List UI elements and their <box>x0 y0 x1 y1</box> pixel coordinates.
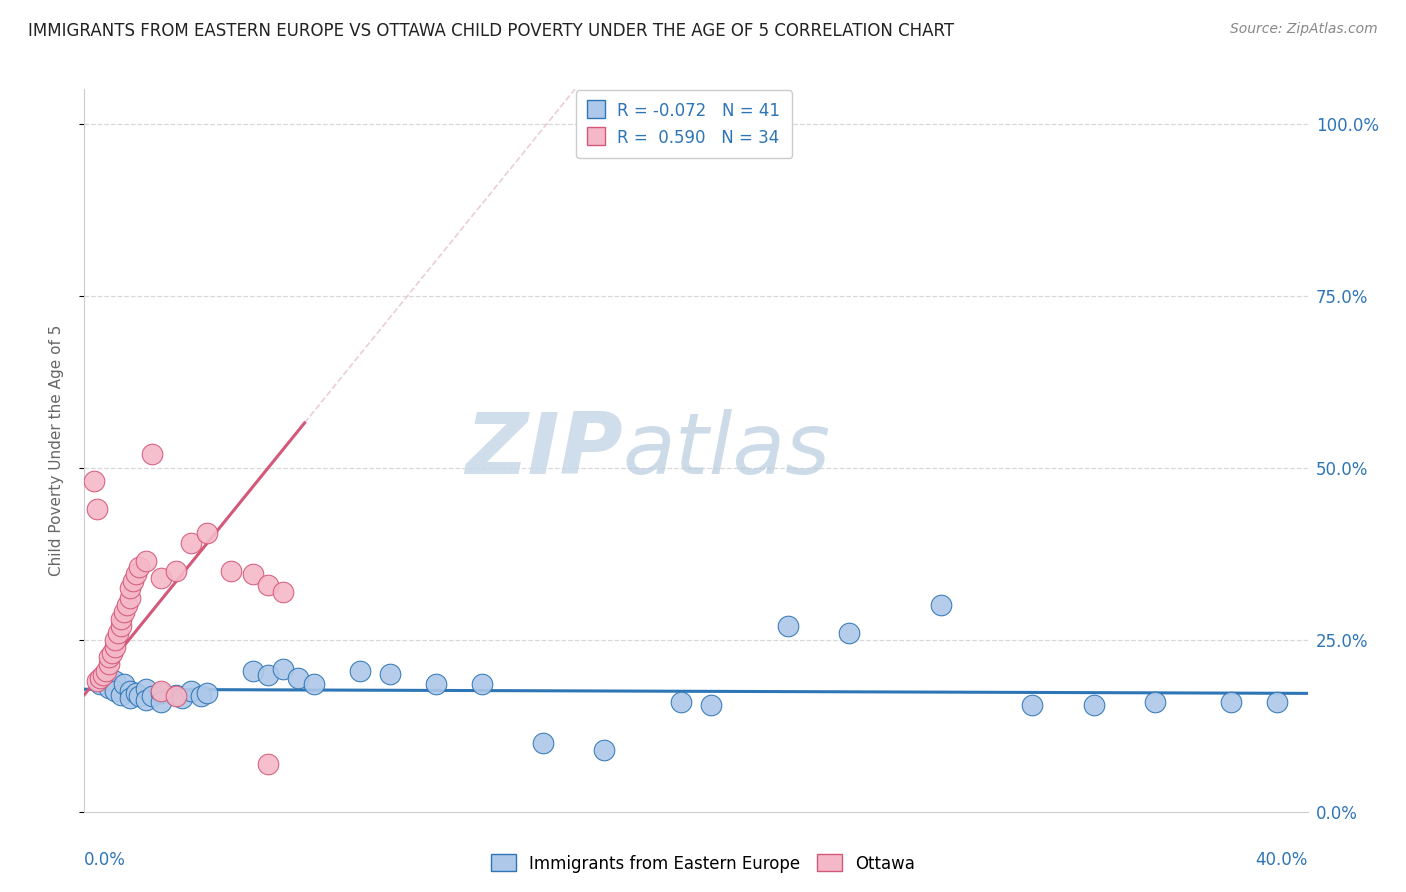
Point <box>838 625 860 640</box>
Point <box>104 673 127 688</box>
Point <box>425 677 447 691</box>
Point <box>97 657 120 671</box>
Point <box>120 581 142 595</box>
Point <box>112 605 135 619</box>
Point <box>165 688 187 702</box>
Point <box>149 571 172 585</box>
Point <box>141 689 163 703</box>
Point <box>287 671 309 685</box>
Point <box>135 682 157 697</box>
Point <box>180 684 202 698</box>
Point <box>125 567 148 582</box>
Point <box>104 684 127 698</box>
Point <box>1021 698 1043 712</box>
Point <box>302 677 325 691</box>
Point <box>135 693 157 707</box>
Text: IMMIGRANTS FROM EASTERN EUROPE VS OTTAWA CHILD POVERTY UNDER THE AGE OF 5 CORREL: IMMIGRANTS FROM EASTERN EUROPE VS OTTAWA… <box>28 22 955 40</box>
Point <box>1220 695 1243 709</box>
Point <box>380 667 402 681</box>
Point <box>471 677 494 691</box>
Point <box>271 662 294 676</box>
Point <box>195 526 218 541</box>
Point <box>776 619 799 633</box>
Point <box>271 584 294 599</box>
Point <box>172 691 194 706</box>
Point <box>242 664 264 678</box>
Point <box>115 599 138 613</box>
Point <box>120 691 142 706</box>
Y-axis label: Child Poverty Under the Age of 5: Child Poverty Under the Age of 5 <box>49 325 63 576</box>
Point <box>89 677 111 691</box>
Point <box>86 673 108 688</box>
Point <box>165 689 187 703</box>
Point <box>128 689 150 703</box>
Point <box>110 612 132 626</box>
Point <box>257 756 280 771</box>
Point <box>101 647 124 661</box>
Point <box>125 686 148 700</box>
Point <box>122 574 145 589</box>
Point <box>149 684 172 698</box>
Point <box>149 686 172 700</box>
Text: ZIP: ZIP <box>465 409 623 492</box>
Point <box>120 591 142 606</box>
Point <box>1083 698 1105 712</box>
Text: 40.0%: 40.0% <box>1256 852 1308 870</box>
Point <box>104 632 127 647</box>
Point <box>531 736 554 750</box>
Point <box>242 567 264 582</box>
Point <box>1143 695 1166 709</box>
Point <box>149 695 172 709</box>
Text: Source: ZipAtlas.com: Source: ZipAtlas.com <box>1230 22 1378 37</box>
Point <box>83 475 105 489</box>
Point <box>190 689 212 703</box>
Point <box>97 681 120 695</box>
Point <box>700 698 723 712</box>
Point <box>91 668 114 682</box>
Point <box>141 447 163 461</box>
Point <box>112 677 135 691</box>
Text: 0.0%: 0.0% <box>84 852 127 870</box>
Point <box>89 671 111 685</box>
Text: atlas: atlas <box>623 409 831 492</box>
Legend: Immigrants from Eastern Europe, Ottawa: Immigrants from Eastern Europe, Ottawa <box>484 847 922 880</box>
Point <box>1265 695 1288 709</box>
Point <box>110 619 132 633</box>
Point <box>669 695 692 709</box>
Point <box>104 640 127 654</box>
Point <box>593 743 616 757</box>
Point <box>195 686 218 700</box>
Point <box>219 564 242 578</box>
Legend: R = -0.072   N = 41, R =  0.590   N = 34: R = -0.072 N = 41, R = 0.590 N = 34 <box>575 90 792 158</box>
Point <box>110 688 132 702</box>
Point <box>180 536 202 550</box>
Point <box>257 668 280 682</box>
Point <box>86 502 108 516</box>
Point <box>257 577 280 591</box>
Point <box>107 625 129 640</box>
Point <box>128 560 150 574</box>
Point <box>165 564 187 578</box>
Point <box>135 553 157 567</box>
Point <box>94 664 117 678</box>
Point <box>97 649 120 664</box>
Point <box>929 599 952 613</box>
Point <box>120 684 142 698</box>
Point <box>349 664 371 678</box>
